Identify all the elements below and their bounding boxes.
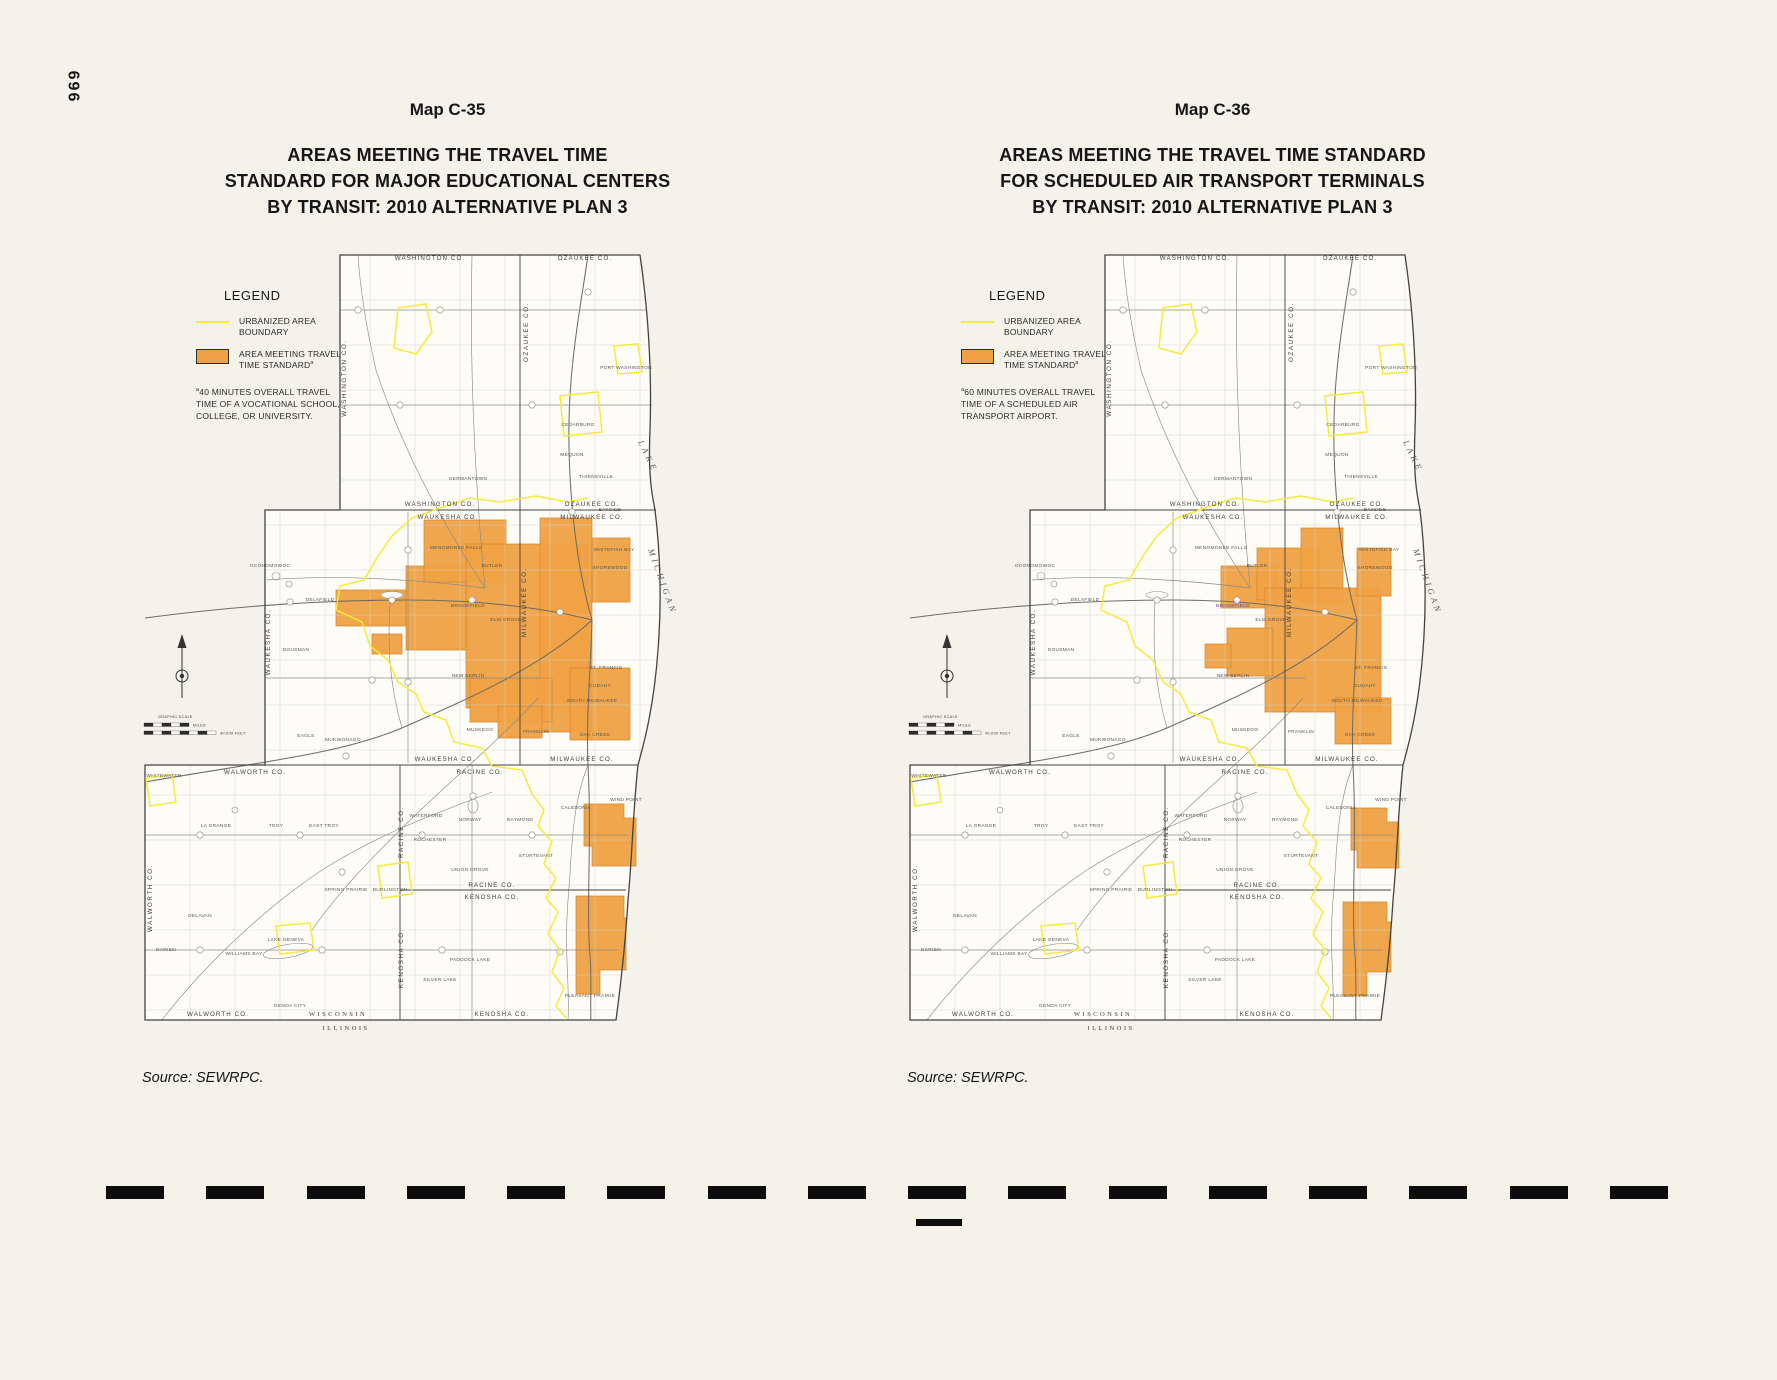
urbanized-boundary-swatch xyxy=(961,321,994,323)
panel-map-c36: Map C-36 AREAS MEETING THE TRAVEL TIME S… xyxy=(915,90,1510,1200)
source-note: Source: SEWRPC. xyxy=(142,1070,264,1086)
registration-mark xyxy=(607,1186,666,1199)
legend-label-line: AREA MEETING TRAVEL xyxy=(239,349,342,360)
legend-item-travel-time: AREA MEETING TRAVEL TIME STANDARDa xyxy=(961,349,1136,371)
registration-mark xyxy=(1309,1186,1368,1199)
legend-label-line: URBANIZED AREA xyxy=(239,316,316,326)
legend-item-travel-time: AREA MEETING TRAVEL TIME STANDARDa xyxy=(196,349,371,371)
legend-label-line: BOUNDARY xyxy=(239,327,289,338)
registration-mark xyxy=(807,1186,866,1199)
legend-label-line: BOUNDARY xyxy=(1004,327,1054,338)
footnote-line: TIME OF A SCHEDULED AIR xyxy=(961,399,1079,410)
map-title-line: AREAS MEETING THE TRAVEL TIME STANDARD xyxy=(999,145,1426,165)
map-title: AREAS MEETING THE TRAVEL TIME STANDARD F… xyxy=(915,142,1510,220)
legend-footnote: a40 MINUTES OVERALL TRAVEL TIME OF A VOC… xyxy=(196,387,361,423)
map-title-line: STANDARD FOR MAJOR EDUCATIONAL CENTERS xyxy=(224,171,671,191)
registration-marks xyxy=(106,1186,1668,1199)
source-note: Source: SEWRPC. xyxy=(907,1070,1029,1086)
legend-label: URBANIZED AREA BOUNDARY xyxy=(239,316,316,338)
footnote-line: 60 MINUTES OVERALL TRAVEL xyxy=(964,387,1096,398)
registration-mark xyxy=(1008,1186,1067,1199)
legend-label: AREA MEETING TRAVEL TIME STANDARDa xyxy=(239,349,341,371)
legend-label-line: TIME STANDARD xyxy=(1004,360,1076,371)
registration-mark xyxy=(507,1186,566,1199)
footnote-line: COLLEGE, OR UNIVERSITY. xyxy=(196,410,313,421)
registration-mark xyxy=(206,1186,265,1199)
registration-mark xyxy=(1409,1186,1468,1199)
map-id: Map C-35 xyxy=(409,100,486,119)
map-title-line: BY TRANSIT: 2010 ALTERNATIVE PLAN 3 xyxy=(267,197,628,217)
page-number: 696 xyxy=(64,70,82,104)
legend-label: URBANIZED AREA BOUNDARY xyxy=(1004,316,1081,338)
map-figure-c36 xyxy=(905,250,1465,1070)
legend-label-line: AREA MEETING TRAVEL xyxy=(1004,349,1107,360)
map-title-line: FOR SCHEDULED AIR TRANSPORT TERMINALS xyxy=(1000,171,1425,191)
registration-mark xyxy=(406,1186,465,1199)
map-title-line: AREAS MEETING THE TRAVEL TIME xyxy=(287,145,608,165)
urbanized-boundary-swatch xyxy=(196,321,229,323)
registration-mark xyxy=(707,1186,766,1199)
map-title: AREAS MEETING THE TRAVEL TIME STANDARD F… xyxy=(150,142,745,220)
legend-heading: LEGEND xyxy=(224,288,281,303)
registration-mark xyxy=(1208,1186,1267,1199)
footnote-line: TIME OF A VOCATIONAL SCHOOL, xyxy=(196,399,340,410)
footnote-marker: a xyxy=(196,387,200,394)
legend-item-urbanized: URBANIZED AREA BOUNDARY xyxy=(961,316,1136,338)
footnote-marker: a xyxy=(961,387,965,394)
registration-mark xyxy=(106,1186,164,1199)
legend-item-urbanized: URBANIZED AREA BOUNDARY xyxy=(196,316,371,338)
registration-mark xyxy=(1509,1186,1568,1199)
travel-time-area-swatch xyxy=(961,349,994,365)
map-figure-c35 xyxy=(140,250,700,1070)
footnote-marker: a xyxy=(1075,360,1079,367)
legend-footnote: a60 MINUTES OVERALL TRAVEL TIME OF A SCH… xyxy=(961,387,1126,423)
footnote-line: 40 MINUTES OVERALL TRAVEL xyxy=(199,387,331,398)
legend-label-line: URBANIZED AREA xyxy=(1004,316,1081,326)
legend-label-line: TIME STANDARD xyxy=(239,360,311,371)
legend: LEGEND URBANIZED AREA BOUNDARY AREA MEET… xyxy=(961,288,1136,423)
registration-mark xyxy=(1609,1186,1668,1199)
footnote-marker: a xyxy=(310,360,314,367)
panel-map-c35: Map C-35 AREAS MEETING THE TRAVEL TIME S… xyxy=(150,90,745,1200)
registration-mark xyxy=(908,1186,967,1199)
registration-mark-small xyxy=(916,1219,962,1226)
legend: LEGEND URBANIZED AREA BOUNDARY AREA MEET… xyxy=(196,288,371,423)
legend-label: AREA MEETING TRAVEL TIME STANDARDa xyxy=(1004,349,1106,371)
footnote-line: TRANSPORT AIRPORT. xyxy=(961,410,1058,421)
registration-mark xyxy=(306,1186,365,1199)
registration-mark xyxy=(1108,1186,1167,1199)
legend-heading: LEGEND xyxy=(989,288,1046,303)
map-id: Map C-36 xyxy=(1174,100,1251,119)
map-title-line: BY TRANSIT: 2010 ALTERNATIVE PLAN 3 xyxy=(1032,197,1393,217)
travel-time-area-swatch xyxy=(196,349,229,365)
